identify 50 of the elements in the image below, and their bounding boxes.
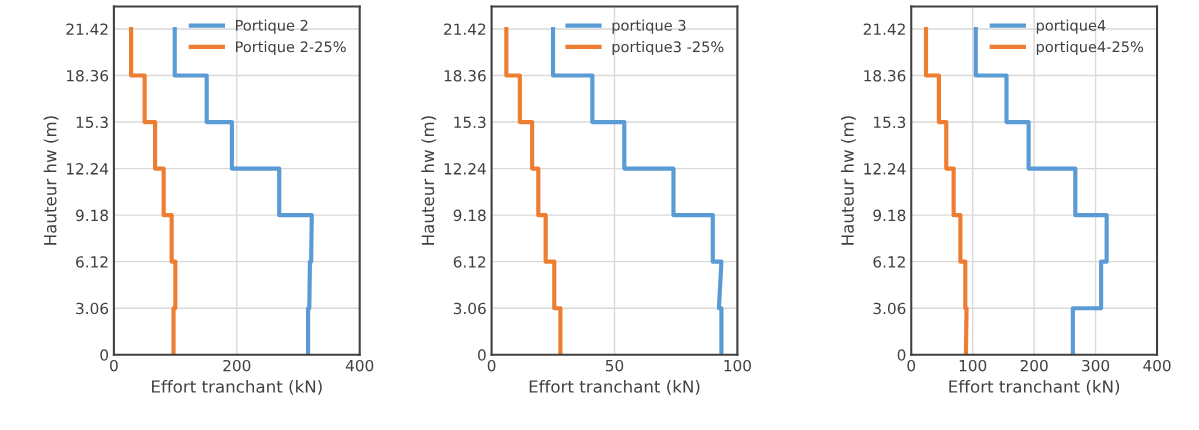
x-axis-title: Effort tranchant (kN) xyxy=(152,379,322,395)
legend-label: Portique 2 xyxy=(235,19,308,34)
y-tick-label: 18.36 xyxy=(66,69,109,82)
y-tick-label: 3.06 xyxy=(453,302,486,315)
legend-label: portique 3 xyxy=(612,19,686,34)
y-tick-label: 0 xyxy=(100,349,109,361)
line-series xyxy=(129,26,178,355)
legend-label: portique4-25% xyxy=(1036,40,1144,56)
y-tick-label: 18.36 xyxy=(444,69,486,82)
legend-label: portique3 -25% xyxy=(612,40,724,56)
y-tick-label: 12.24 xyxy=(864,163,906,175)
y-tick-label: 15.3 xyxy=(76,116,108,129)
x-tick-label: 0 xyxy=(110,359,118,372)
x-axis-title: Effort tranchant (kN) xyxy=(949,379,1120,395)
x-tick-label: 0 xyxy=(907,359,916,372)
y-tick-label: 3.06 xyxy=(873,302,906,315)
x-tick-label: 400 xyxy=(1143,359,1171,372)
y-axis-title: Hauteur hw (m) xyxy=(421,116,437,245)
y-tick-label: 3.06 xyxy=(76,302,109,315)
legend-label: Portique 2-25% xyxy=(235,40,346,56)
y-axis-title: Hauteur hw (m) xyxy=(43,116,59,245)
x-tick-label: 300 xyxy=(1082,359,1110,372)
line-series xyxy=(504,26,563,355)
y-tick-label: 21.42 xyxy=(66,23,108,35)
y-tick-label: 21.42 xyxy=(444,23,486,35)
y-tick-label: 6.12 xyxy=(453,256,486,268)
y-tick-label: 12.24 xyxy=(444,163,486,175)
y-tick-label: 0 xyxy=(478,349,486,361)
y-tick-label: 18.36 xyxy=(864,69,906,82)
x-axis-title: Effort tranchant (kN) xyxy=(529,379,700,395)
y-tick-label: 9.18 xyxy=(873,209,906,222)
x-tick-label: 100 xyxy=(959,359,987,372)
y-tick-label: 9.18 xyxy=(75,209,108,222)
x-tick-label: 100 xyxy=(724,359,751,372)
legend-label: portique4 xyxy=(1036,19,1106,34)
line-series xyxy=(923,26,969,355)
y-tick-label: 12.24 xyxy=(66,163,109,175)
y-axis-title: Hauteur hw (m) xyxy=(840,116,856,245)
y-tick-label: 15.3 xyxy=(874,116,906,129)
x-tick-label: 0 xyxy=(487,359,496,372)
y-tick-label: 0 xyxy=(897,349,906,361)
x-tick-label: 50 xyxy=(605,359,624,372)
y-tick-label: 9.18 xyxy=(453,209,486,222)
y-tick-label: 6.12 xyxy=(873,256,905,268)
y-tick-label: 15.3 xyxy=(454,116,486,129)
y-tick-label: 6.12 xyxy=(76,256,108,268)
x-tick-label: 200 xyxy=(223,359,251,372)
x-tick-label: 400 xyxy=(345,359,374,372)
y-tick-label: 21.42 xyxy=(863,23,905,35)
x-tick-label: 200 xyxy=(1020,359,1048,372)
